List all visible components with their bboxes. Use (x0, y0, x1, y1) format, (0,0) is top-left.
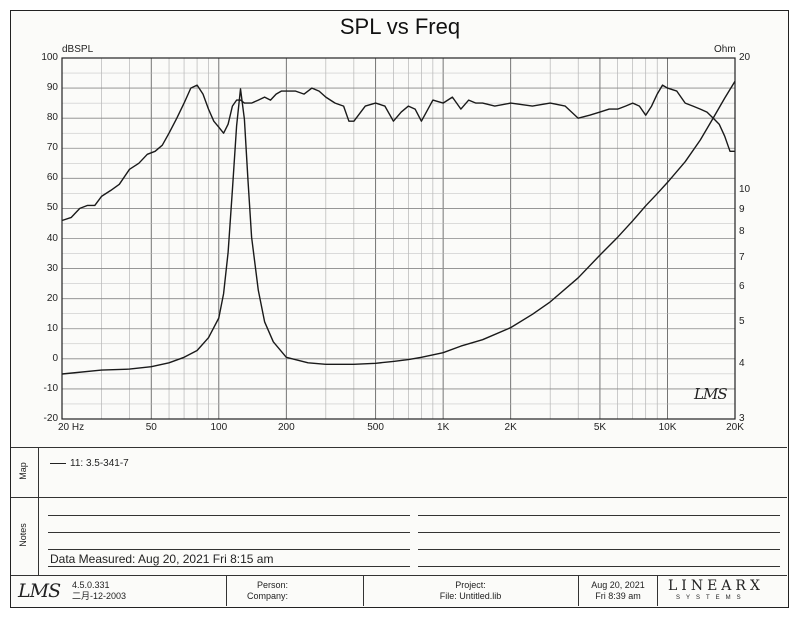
person-block: Person: Company: (228, 580, 288, 602)
spl-impedance-plot (61, 57, 736, 420)
note-line (48, 566, 410, 567)
map-entry-label: 11: 3.5-341-7 (70, 458, 129, 469)
y-right-tick: 7 (739, 251, 745, 263)
footer-divider (578, 575, 579, 606)
map-top-divider (11, 447, 787, 448)
lms-logo: LMS (18, 580, 61, 602)
project-block: Project: File: Untitled.lib (365, 580, 576, 602)
y-right-tick: 10 (739, 183, 751, 195)
side-column-divider (38, 447, 39, 575)
y-right-tick: 5 (739, 315, 745, 327)
impedance-curve (61, 80, 736, 375)
y-right-tick: 6 (739, 281, 745, 293)
series-swatch (50, 462, 66, 464)
footer-time: Fri 8:39 am (595, 591, 641, 601)
y-left-tick: -20 (43, 413, 58, 424)
note-line (418, 515, 780, 516)
version-number: 4.5.0.331 (72, 580, 110, 590)
x-tick: 2K (504, 422, 517, 433)
footer-divider (226, 575, 227, 606)
note-line (418, 532, 780, 533)
map-entry: 11: 3.5-341-7 (50, 458, 129, 469)
y-left-tick: 40 (46, 232, 58, 244)
person-label: Person: (256, 580, 288, 590)
y-left-tick: -10 (43, 382, 58, 394)
y-left-tick: 30 (46, 262, 58, 274)
x-tick: 200 (277, 422, 295, 433)
data-measured-text: Data Measured: Aug 20, 2021 Fri 8:15 am (50, 552, 274, 566)
y-left-tick: 100 (41, 52, 58, 63)
footer-date: Aug 20, 2021 (591, 580, 645, 590)
spl-curve (61, 84, 735, 222)
x-tick: 10K (658, 422, 677, 433)
footer-divider (657, 575, 658, 606)
x-tick: 100 (210, 422, 228, 433)
map-side-label: Map (18, 462, 28, 480)
y-right-tick: 20 (739, 52, 751, 63)
note-line (418, 566, 780, 567)
notes-side-label: Notes (18, 523, 28, 547)
note-line (418, 549, 780, 550)
note-line (48, 549, 410, 550)
y-left-tick: 0 (52, 352, 58, 364)
y-right-tick: 8 (739, 226, 745, 238)
date-block: Aug 20, 2021 Fri 8:39 am (580, 580, 656, 602)
x-tick: 1K (437, 422, 450, 433)
y-right-unit: Ohm (714, 44, 736, 55)
linearx-logo: LINEARX (668, 578, 764, 594)
y-left-unit: dBSPL (62, 44, 94, 55)
x-tick: 500 (367, 422, 384, 433)
note-line (48, 532, 410, 533)
footer-top-divider (11, 575, 787, 576)
project-label: Project: (455, 580, 486, 590)
version-block: 4.5.0.331 二月-12-2003 (72, 580, 126, 602)
y-right-tick: 9 (739, 203, 745, 215)
chart-title: SPL vs Freq (339, 14, 461, 39)
y-left-tick: 10 (46, 322, 58, 334)
footer-divider (363, 575, 364, 606)
notes-top-divider (11, 497, 787, 498)
y-right-tick: 4 (739, 358, 745, 370)
x-tick: 50 (145, 422, 157, 433)
y-left-tick: 80 (46, 112, 58, 124)
y-left-tick: 60 (46, 172, 58, 184)
y-left-tick: 90 (46, 82, 58, 94)
lms-watermark: LMS (694, 385, 728, 403)
note-line (48, 515, 410, 516)
y-left-tick: 70 (46, 142, 58, 154)
version-date: 二月-12-2003 (72, 591, 127, 601)
file-label: File: Untitled.lib (439, 591, 502, 601)
y-left-tick: 20 (46, 292, 58, 304)
y-left-tick: 50 (46, 202, 58, 214)
x-tick: 20K (726, 422, 744, 433)
x-tick: 5K (593, 422, 607, 433)
x-tick: 20 Hz (58, 422, 85, 433)
measurement-sheet (10, 10, 789, 608)
company-label: Company: (246, 591, 288, 601)
y-right-tick: 3 (739, 413, 745, 424)
linearx-logo-sub: SYSTEMS (676, 595, 747, 601)
